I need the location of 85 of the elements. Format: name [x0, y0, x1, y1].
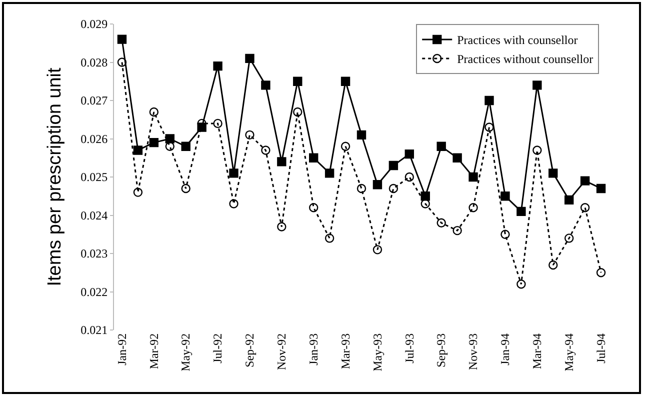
point [404, 149, 414, 159]
point [293, 76, 302, 86]
y-tick-label: 0.028 [80, 55, 108, 70]
point [245, 130, 254, 140]
point [596, 184, 606, 194]
point [500, 192, 510, 201]
point [245, 54, 254, 64]
legend-label: Practices without counsellor [457, 52, 594, 66]
point [372, 245, 382, 254]
x-tick-label: Sep-92 [242, 333, 257, 368]
point [388, 160, 398, 170]
point [596, 268, 606, 278]
point [388, 184, 398, 194]
point [229, 199, 238, 208]
x-tick-label: May-92 [178, 333, 193, 372]
point [181, 142, 190, 151]
x-tick-label: Sep-93 [434, 333, 448, 368]
x-tick-label: Jul-92 [210, 333, 225, 364]
point [340, 142, 350, 151]
point [133, 188, 143, 197]
x-tick-label: Nov-93 [466, 333, 480, 370]
point [261, 146, 270, 155]
point [149, 138, 159, 148]
x-tick-label: Jul-94 [594, 333, 608, 364]
point [293, 107, 302, 117]
x-tick-label: Jan-93 [306, 333, 320, 366]
point [229, 168, 238, 178]
y-axis-title: Items per prescription unit [44, 66, 66, 286]
x-tick-label: Nov-92 [274, 333, 289, 370]
y-tick-label: 0.026 [80, 132, 108, 146]
point [324, 168, 334, 178]
point [468, 203, 478, 212]
x-tick-label: May-94 [562, 333, 576, 372]
point [468, 172, 478, 182]
y-tick-label: 0.024 [80, 208, 108, 222]
legend-label: Practices with counsellor [457, 33, 578, 48]
point [548, 260, 558, 270]
y-tick-label: 0.029 [80, 17, 108, 32]
point [117, 58, 127, 67]
x-tick-label: Mar-94 [530, 333, 544, 370]
point [165, 134, 174, 144]
x-tick-label: Mar-93 [338, 333, 352, 370]
point [436, 142, 446, 151]
y-tick-label: 0.021 [80, 323, 108, 338]
point [324, 234, 334, 243]
x-tick-label: May-93 [370, 333, 384, 372]
point [564, 195, 574, 205]
point [117, 34, 127, 44]
point [261, 80, 270, 90]
point [133, 146, 143, 155]
point [149, 107, 159, 117]
point [516, 206, 526, 216]
point [452, 153, 462, 162]
y-tick-label: 0.022 [80, 284, 108, 299]
x-tick-label: Jan-92 [114, 333, 129, 366]
point [181, 184, 190, 194]
point [404, 172, 414, 182]
point [516, 280, 526, 289]
point [356, 184, 366, 194]
point [277, 222, 286, 232]
point [340, 76, 350, 86]
point [532, 80, 542, 90]
point [500, 230, 510, 239]
point [532, 146, 542, 155]
point [309, 153, 318, 162]
x-tick-label: Jul-93 [402, 333, 416, 364]
point [436, 218, 446, 228]
point [372, 180, 382, 190]
point [548, 168, 558, 178]
point [580, 176, 590, 186]
point [580, 203, 590, 212]
y-tick-label: 0.023 [80, 246, 108, 261]
x-tick-label: Jan-94 [498, 333, 512, 366]
point [213, 61, 222, 71]
x-tick-label: Mar-92 [146, 333, 161, 370]
point [484, 122, 494, 132]
point [484, 96, 494, 106]
y-tick-label: 0.027 [80, 94, 108, 108]
point [356, 130, 366, 140]
y-tick-label: 0.025 [80, 170, 108, 184]
point [213, 118, 222, 128]
point [309, 203, 318, 212]
point [564, 234, 574, 243]
point [277, 157, 286, 166]
point [452, 226, 462, 236]
